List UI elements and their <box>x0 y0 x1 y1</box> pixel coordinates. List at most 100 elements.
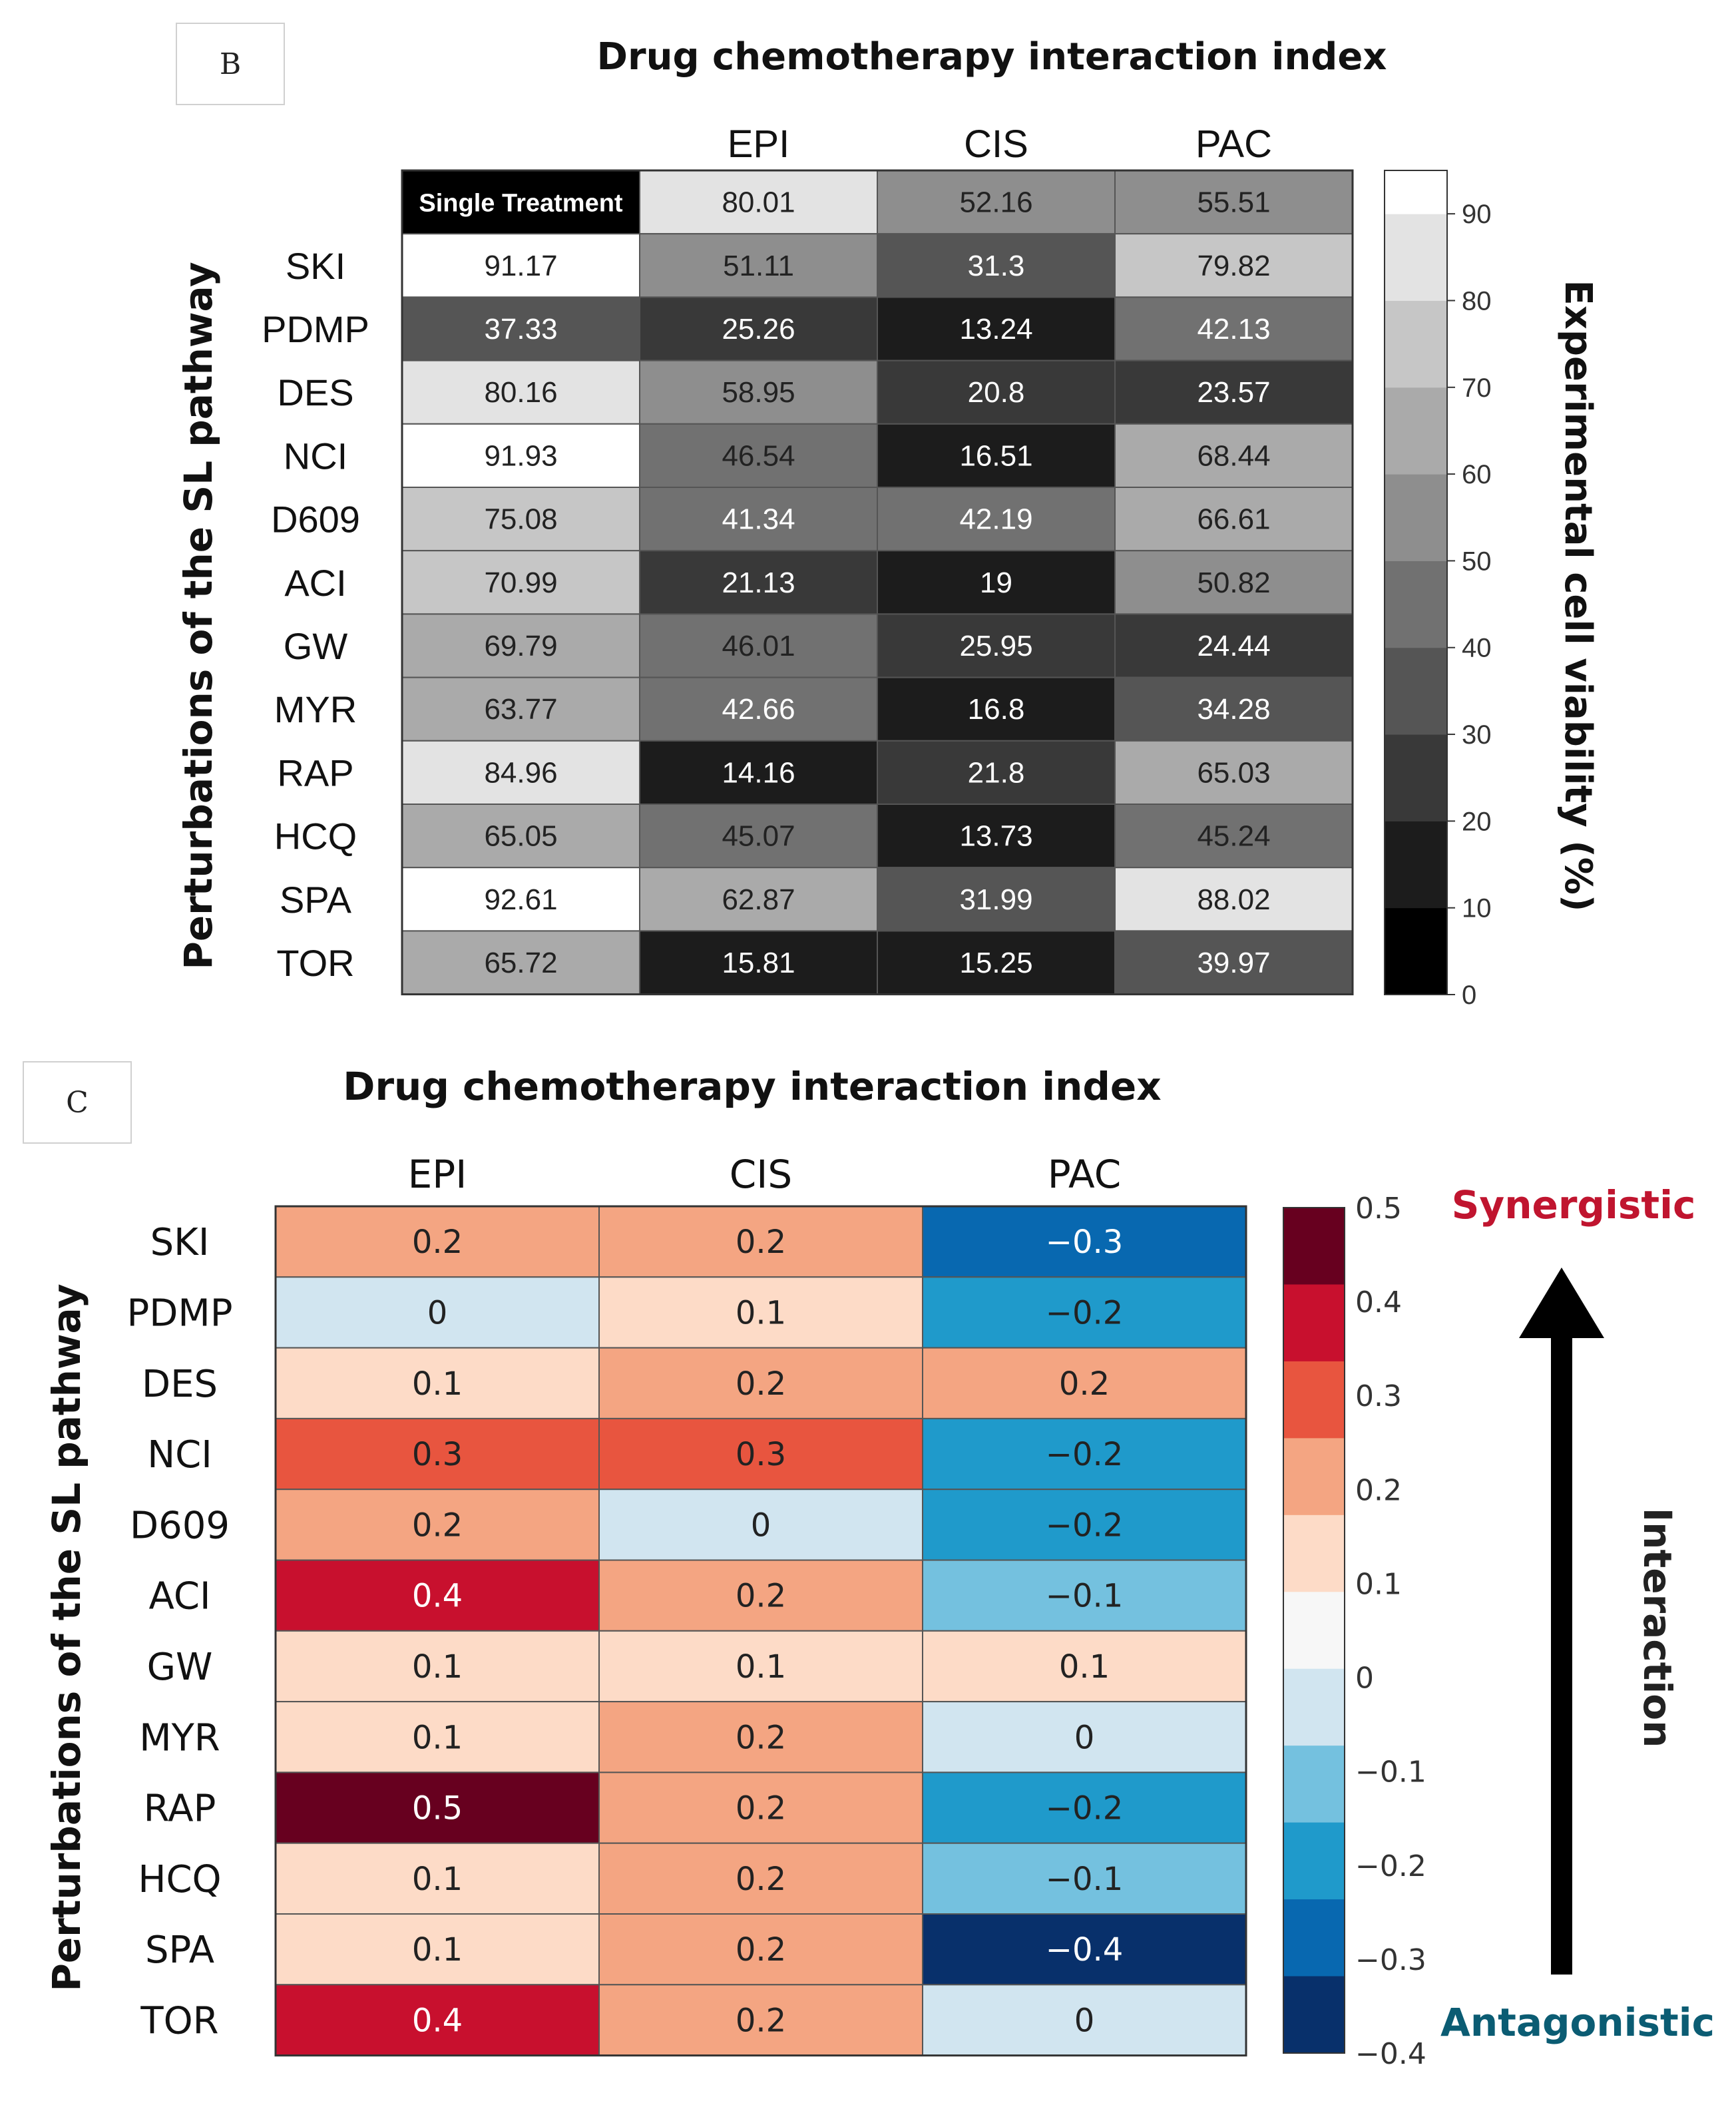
panel-c-cell-value: 0.2 <box>736 1365 786 1403</box>
panel-c-cell-value: 0.1 <box>1059 1648 1110 1686</box>
panel-c-colorbar-tick-label: 0.2 <box>1355 1473 1402 1507</box>
panel-c-cell <box>598 1701 923 1773</box>
panel-c-row-label-hcq: HCQ <box>138 1858 221 1901</box>
panel-b-colorbar-segment <box>1385 214 1447 301</box>
panel-b-cell-value: 13.24 <box>959 313 1032 346</box>
panel-b-cell <box>1114 487 1353 552</box>
panel-b-colorbar-segment <box>1385 561 1447 648</box>
panel-b-single-treatment-value: 80.01 <box>722 186 795 219</box>
panel-c-cell <box>922 1417 1247 1491</box>
panel-b-cell <box>1114 233 1353 298</box>
panel-b-row-label-rap: RAP <box>277 752 353 794</box>
panel-c-colorbar-tick-label: 0.3 <box>1355 1379 1402 1413</box>
panel-b-cell-value: 62.87 <box>722 883 795 916</box>
panel-b-cell-value: 16.51 <box>959 439 1032 472</box>
panel-c-cell-value: 0 <box>1074 2002 1095 2039</box>
panel-b-cell <box>877 233 1116 298</box>
panel-c-cell <box>922 1842 1247 1915</box>
panel-c-cell <box>275 1206 600 1278</box>
panel-b-cell-value: 34.28 <box>1197 693 1270 726</box>
panel-b-cell-value: 21.13 <box>722 567 795 599</box>
panel-b-cell <box>639 613 878 678</box>
panel-c-cell <box>275 1913 600 1986</box>
panel-b-cell <box>1114 359 1353 425</box>
panel-c-cell <box>922 1206 1247 1278</box>
panel-b-cell-value: 25.95 <box>959 630 1032 662</box>
panel-b-cell <box>401 233 640 298</box>
panel-b-cell <box>639 359 878 425</box>
panel-b-cell-value: 65.72 <box>484 947 557 979</box>
panel-b-colorbar-tick-label: 70 <box>1462 373 1492 403</box>
panel-c-colorbar-segment <box>1283 1899 1345 1977</box>
panel-c-cell <box>275 1559 600 1632</box>
panel-b-cell-value: 39.97 <box>1197 947 1270 979</box>
panel-c-cell <box>922 1347 1247 1419</box>
panel-b-grid-border <box>401 169 1354 996</box>
panel-c-cell <box>598 1489 923 1561</box>
panel-b-cell <box>639 930 878 995</box>
panel-c-row-label-gw: GW <box>147 1646 213 1689</box>
panel-b-cell-value: 65.03 <box>1197 756 1270 789</box>
panel-c-cell-value: 0.2 <box>736 1578 786 1615</box>
panel-c-colorbar-segment <box>1283 1746 1345 1823</box>
panel-b-cell-value: 15.81 <box>722 947 795 979</box>
panel-c-row-label-myr: MYR <box>139 1716 220 1759</box>
panel-c-cell-value: −0.1 <box>1046 1861 1124 1898</box>
panel-b-cell-value: 70.99 <box>484 567 557 599</box>
panel-b-colorbar-segment <box>1385 734 1447 821</box>
panel-b-cell-value: 91.17 <box>484 250 557 282</box>
panel-c-colorbar-tick-label: −0.2 <box>1355 1849 1426 1883</box>
panel-b-cell-value: 88.02 <box>1197 883 1270 916</box>
panel-b-cell <box>877 487 1116 552</box>
panel-c-cell <box>922 1276 1247 1349</box>
panel-b-cell-value: 14.16 <box>722 756 795 789</box>
panel-c-colorbar-segment <box>1283 1284 1345 1362</box>
panel-b-row-label-tor: TOR <box>276 942 354 984</box>
panel-b-row-label-myr: MYR <box>274 688 357 730</box>
panel-b-cell <box>401 867 640 932</box>
panel-c-cell-value: 0 <box>1074 1719 1095 1756</box>
panel-b-cell <box>639 233 878 298</box>
panel-b-single-treatment-value: 55.51 <box>1197 186 1270 219</box>
panel-c-cell <box>598 1771 923 1844</box>
panel-c-colorbar-segment <box>1283 1515 1345 1592</box>
panel-c-cell <box>275 1771 600 1844</box>
panel-c-cell <box>598 1842 923 1915</box>
panel-c-cell-value: 0.2 <box>412 1224 463 1261</box>
panel-c-grid-border <box>274 1205 1247 2057</box>
panel-c-cell-value: −0.1 <box>1046 1578 1124 1615</box>
panel-b-cell-value: 15.25 <box>959 947 1032 979</box>
panel-c-cell-value: 0.1 <box>736 1294 786 1331</box>
panel-c-cell-value: 0.2 <box>736 2002 786 2039</box>
panel-b-cell-value: 50.82 <box>1197 567 1270 599</box>
panel-c-cell-value: −0.3 <box>1046 1224 1124 1261</box>
panel-b-colorbar-tick-label: 20 <box>1462 807 1492 836</box>
panel-b-cell-value: 21.8 <box>968 756 1025 789</box>
interaction-label: Interaction <box>1635 1508 1680 1748</box>
panel-b-cell-value: 69.79 <box>484 630 557 662</box>
panel-c-cell-value: 0.4 <box>412 2002 463 2039</box>
panel-b-cell-value: 41.34 <box>722 503 795 536</box>
panel-b-cell <box>877 613 1116 678</box>
panel-b-cell <box>639 487 878 552</box>
panel-c-row-label-nci: NCI <box>147 1433 212 1477</box>
panel-b-cell-value: 42.19 <box>959 503 1032 536</box>
panel-c-row-label-des: DES <box>142 1363 218 1406</box>
panel-b-colorbar-tick-label: 40 <box>1462 634 1492 663</box>
panel-c-cell-value: 0.4 <box>412 1578 463 1615</box>
panel-b-cell-value: 68.44 <box>1197 439 1270 472</box>
panel-b-cell-value: 75.08 <box>484 503 557 536</box>
panel-c-cell-value: 0.2 <box>1059 1365 1110 1403</box>
panel-c-cell-value: 0.1 <box>412 1931 463 1969</box>
panel-b-row-label-gw: GW <box>284 625 348 667</box>
panel-b-row-label-pdmp: PDMP <box>262 308 369 350</box>
panel-b-colorbar-segment <box>1385 821 1447 909</box>
panel-c-cell-value: 0.1 <box>412 1861 463 1898</box>
panel-c-cell <box>922 1630 1247 1703</box>
panel-c-cell-value: 0.3 <box>412 1436 463 1473</box>
panel-b-cell <box>639 676 878 742</box>
panel-c-colorbar-border <box>1283 1207 1345 2054</box>
panel-b-cell-value: 84.96 <box>484 756 557 789</box>
panel-c-cell <box>922 1701 1247 1773</box>
